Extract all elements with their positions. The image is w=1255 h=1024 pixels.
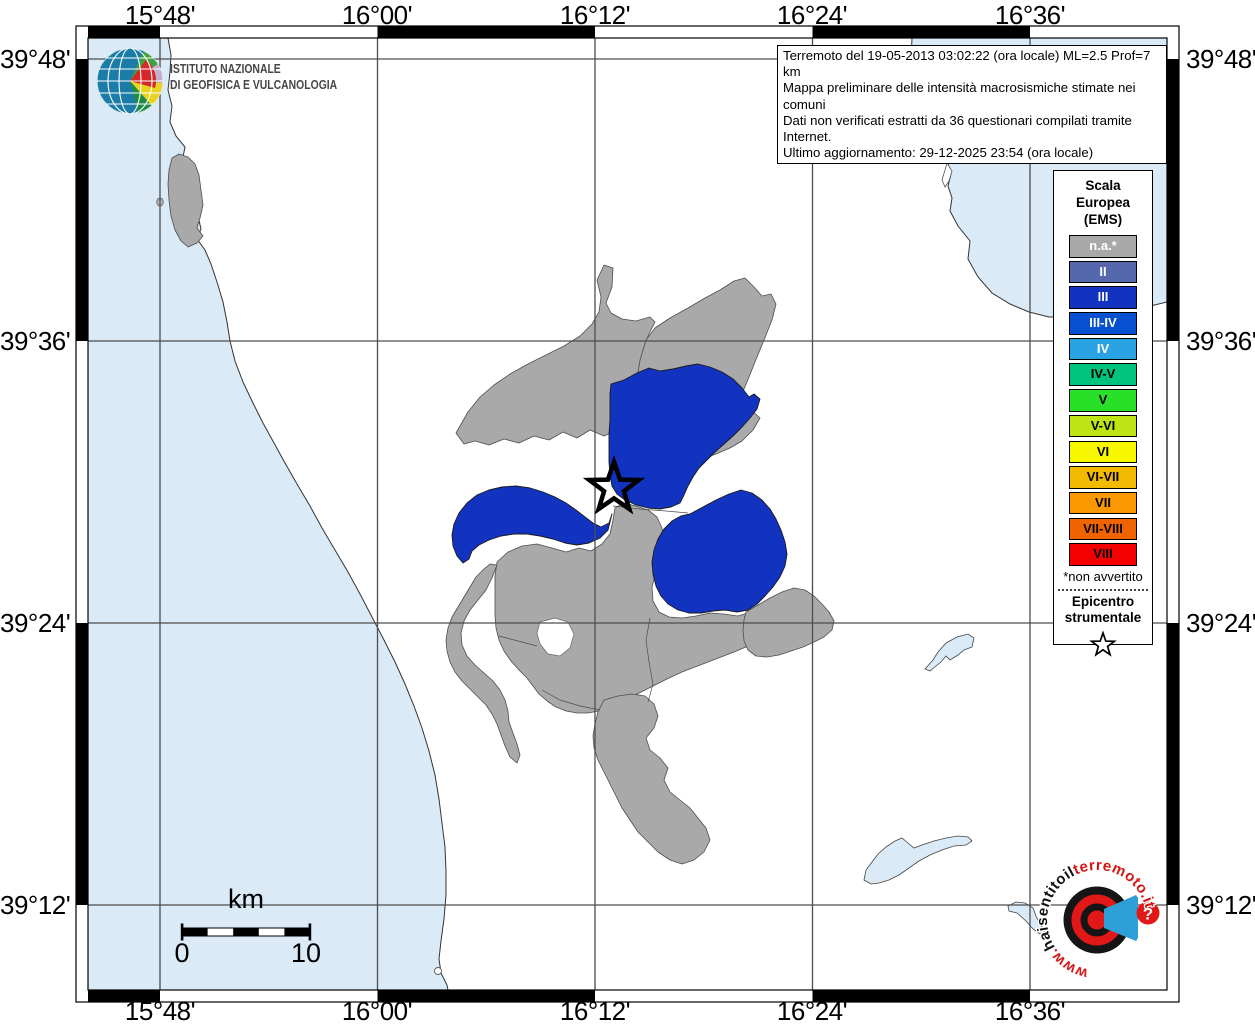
lake (863, 835, 973, 885)
legend-footnote: *non avvertito (1063, 568, 1143, 584)
lon-label-top: 16°24' (776, 0, 848, 30)
map-description: Mappa preliminare delle intensità macros… (783, 80, 1136, 112)
earthquake-info-box: Terremoto del 19-05-2013 03:02:22 (ora l… (777, 45, 1167, 165)
scale-bar (180, 923, 312, 941)
question-badge (1136, 901, 1160, 925)
legend-swatch-vii-viii: VII-VIII (1069, 517, 1137, 541)
ingv-wordmark: ISTITUTO NAZIONALE DI GEOFISICA E VULCAN… (170, 61, 338, 92)
lon-label-top: 16°36' (994, 0, 1066, 30)
legend-swatch-iii: III (1069, 286, 1137, 309)
municipality-na (445, 563, 521, 764)
legend-swatch-vii: VII (1069, 491, 1137, 515)
legend-swatch-iv: IV (1069, 337, 1137, 361)
legend-swatch-vi-vii: VI-VII (1069, 466, 1137, 489)
epicenter-legend-star (1089, 630, 1117, 657)
lat-label-left: 39°48' (0, 44, 71, 74)
lat-label-left: 39°24' (0, 608, 71, 638)
lon-label-top: 15°48' (124, 0, 196, 30)
event-title: Terremoto del 19-05-2013 03:02:22 (ora l… (783, 48, 1151, 80)
legend-divider (1058, 588, 1148, 591)
ingv-logo (97, 48, 163, 114)
lon-label-bottom: 16°24' (776, 996, 848, 1024)
epicenter-star-marker (582, 455, 646, 515)
sea-west (88, 38, 448, 990)
legend-swatch-viii: VIII (1069, 543, 1137, 566)
municipality-intensity-iii-south (651, 489, 788, 614)
map-frame (75, 25, 1180, 1003)
municipality-na (455, 264, 656, 446)
municipal-boundary (645, 617, 654, 703)
municipality-na (592, 693, 711, 865)
municipal-boundary (541, 689, 601, 711)
megaphone-icon (1104, 895, 1138, 941)
legend-swatch-iv-v: IV-V (1069, 363, 1137, 386)
epicenter-legend-label: Epicentro (1071, 593, 1135, 609)
ems-legend: Scala Europea (EMS) n.a.* II III III-IV … (1053, 170, 1153, 657)
lon-label-top: 16°12' (559, 0, 631, 30)
municipality-intensity-iii-west (451, 485, 613, 564)
lake (924, 633, 975, 672)
lat-label-right: 39°36' (1186, 326, 1255, 356)
scale-bar-unit: km (228, 884, 264, 914)
municipal-boundary (498, 635, 538, 647)
map-area (88, 38, 1167, 990)
legend-swatch-v: V (1069, 389, 1137, 412)
legend-swatch-ii: II (1069, 260, 1137, 284)
scale-bar-start: 0 (174, 938, 190, 968)
legend-title: Scala (1085, 178, 1121, 193)
latitude-gridlines (88, 58, 1167, 906)
small-coastal-lagoon (434, 967, 442, 975)
lake (1007, 901, 1047, 935)
legend-swatch-v-vi: V-VI (1069, 414, 1137, 438)
coastal-spit (941, 162, 953, 188)
lat-label-right: 39°48' (1186, 44, 1255, 74)
legend-swatch-na: n.a.* (1069, 235, 1137, 258)
question-mark: ? (1143, 905, 1153, 924)
lon-label-bottom: 16°36' (994, 996, 1066, 1024)
lon-label-top: 16°00' (341, 0, 413, 30)
municipality-hole (536, 617, 575, 657)
municipality-na (167, 153, 204, 248)
legend-swatch-iii-iv: III-IV (1069, 312, 1137, 335)
last-update: Ultimo aggiornamento: 29-12-2025 23:54 (… (783, 145, 1094, 161)
scale-bar-end: 10 (290, 938, 322, 968)
lat-label-right: 39°12' (1186, 890, 1255, 920)
lat-label-left: 39°36' (0, 326, 71, 356)
lat-label-right: 39°24' (1186, 608, 1255, 638)
lon-label-bottom: 16°12' (559, 996, 631, 1024)
lon-label-bottom: 15°48' (124, 996, 196, 1024)
legend-swatch-vi: VI (1069, 440, 1137, 463)
data-disclaimer: Dati non verificati estratti da 36 quest… (783, 112, 1132, 145)
lon-label-bottom: 16°00' (341, 996, 413, 1024)
lat-label-left: 39°12' (0, 890, 71, 920)
